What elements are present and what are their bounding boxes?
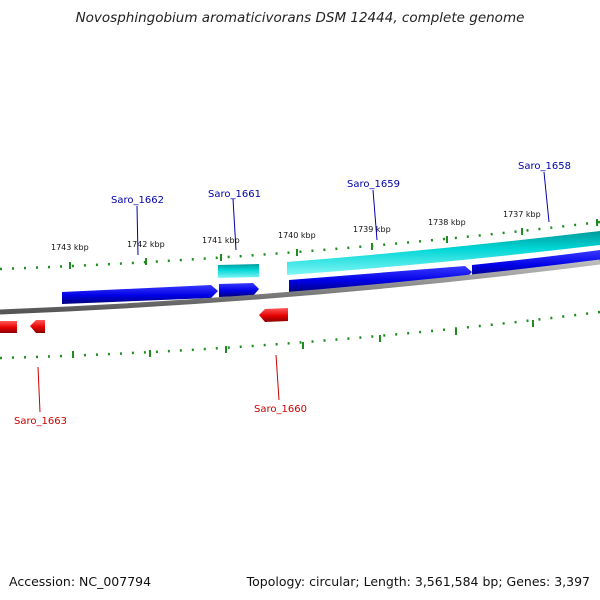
accession-text: Accession: NC_007794 — [9, 574, 152, 589]
forward-rna-features — [218, 231, 600, 278]
gene-feature-saro-1663[interactable] — [30, 320, 45, 333]
gene-label-saro-1659[interactable]: Saro_1659 — [347, 179, 400, 190]
leader-saro-1658 — [543, 171, 550, 223]
tick-labels: 1743 kbp 1742 kbp 1741 kbp 1740 kbp 1739… — [51, 210, 541, 252]
tick-label: 1738 kbp — [428, 218, 466, 227]
leader-saro-1662 — [136, 205, 139, 256]
tick-label: 1741 kbp — [202, 236, 240, 245]
gene-feature-saro-1662[interactable] — [62, 285, 218, 304]
map-title: Novosphingobium aromaticivorans DSM 1244… — [75, 10, 525, 26]
tick-label: 1743 kbp — [51, 243, 89, 252]
gene-label-leaders — [37, 171, 550, 413]
genome-summary-text: Topology: circular; Length: 3,561,584 bp… — [246, 574, 590, 589]
tick-label: 1742 kbp — [127, 240, 165, 249]
tick-label: 1737 kbp — [503, 210, 541, 219]
gene-label-saro-1660[interactable]: Saro_1660 — [254, 404, 307, 415]
leader-saro-1663 — [37, 366, 41, 413]
tick-label: 1740 kbp — [278, 231, 316, 240]
leader-saro-1661 — [232, 198, 237, 251]
gene-labels: Saro_1658 Saro_1659 Saro_1660 Saro_1661 … — [14, 161, 571, 427]
genome-backbone — [0, 259, 600, 315]
gene-label-saro-1662[interactable]: Saro_1662 — [111, 195, 164, 206]
tick-label: 1739 kbp — [353, 225, 391, 234]
major-ticks-reverse — [72, 320, 534, 358]
reverse-tick-track — [0, 310, 600, 360]
forward-cds-features — [62, 250, 600, 304]
gene-feature-saro-1661-rna[interactable] — [218, 264, 259, 278]
gene-label-saro-1658[interactable]: Saro_1658 — [518, 161, 571, 172]
gene-label-saro-1661[interactable]: Saro_1661 — [208, 189, 261, 200]
gene-feature-saro-1659-rna[interactable] — [287, 231, 600, 275]
major-ticks-forward — [69, 219, 598, 269]
gene-feature-saro-1663-a[interactable] — [0, 321, 17, 333]
forward-tick-track — [0, 220, 600, 271]
gene-feature-saro-1661[interactable] — [219, 283, 259, 297]
reverse-cds-features — [0, 308, 288, 333]
leader-saro-1660 — [275, 354, 280, 401]
leader-saro-1659 — [372, 189, 378, 241]
gene-label-saro-1663[interactable]: Saro_1663 — [14, 416, 67, 427]
gene-feature-saro-1659[interactable] — [289, 266, 472, 293]
gene-feature-saro-1660[interactable] — [259, 308, 288, 322]
